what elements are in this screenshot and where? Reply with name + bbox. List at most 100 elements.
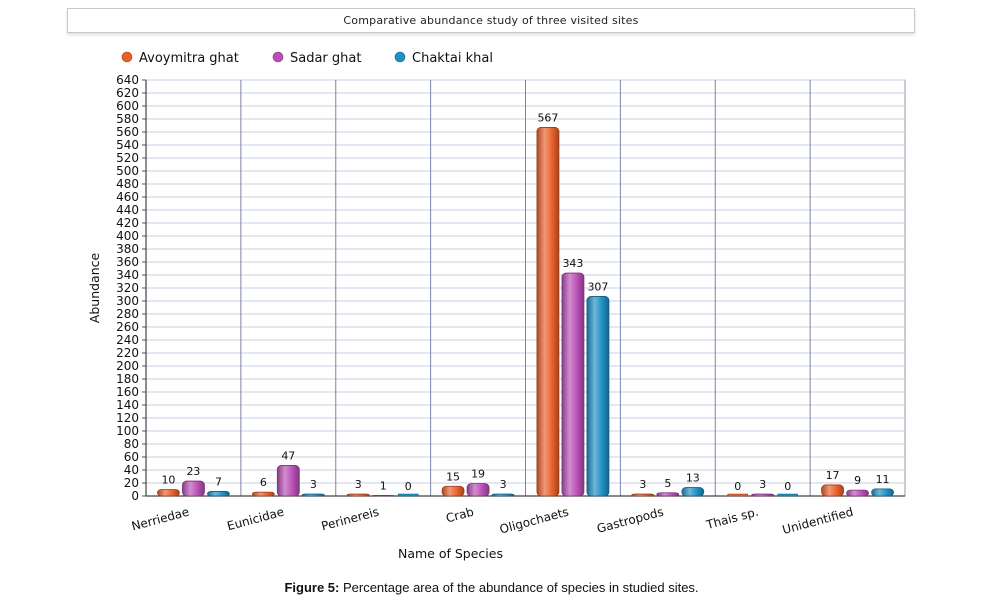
legend-marker — [121, 51, 133, 63]
y-tick-label: 420 — [116, 216, 139, 230]
caption-label: Figure 5: — [284, 580, 340, 595]
y-tick-label: 60 — [124, 450, 139, 464]
y-tick-label: 180 — [116, 372, 139, 386]
bar — [821, 484, 844, 497]
data-label: 3 — [639, 478, 646, 491]
x-tick-label: Unidentified — [781, 505, 855, 537]
bar — [207, 491, 230, 497]
bar — [466, 483, 490, 497]
bar-chart: Avoymitra ghat Sadar ghat Chaktai khal 020… — [87, 51, 906, 561]
data-label: 567 — [537, 111, 558, 124]
figure-caption: Figure 5: Percentage area of the abundan… — [0, 580, 983, 595]
bar — [777, 493, 798, 497]
bar — [251, 491, 275, 497]
data-label: 3 — [355, 478, 362, 491]
data-label: 307 — [587, 280, 608, 293]
y-tick-label: 120 — [116, 411, 139, 425]
data-label: 3 — [759, 478, 766, 491]
x-tick-label: Perinereis — [320, 505, 381, 534]
x-tick-label: Thais sp. — [704, 505, 760, 533]
data-label: 9 — [854, 474, 861, 487]
data-label: 13 — [686, 472, 700, 485]
bar — [681, 487, 705, 497]
y-tick-label: 540 — [116, 138, 139, 152]
data-label: 17 — [826, 469, 840, 482]
data-label: 0 — [784, 480, 791, 493]
data-label: 10 — [161, 474, 175, 487]
bar — [561, 272, 585, 497]
bar — [491, 493, 515, 497]
y-tick-label: 480 — [116, 177, 139, 191]
data-label: 3 — [500, 478, 507, 491]
bar — [631, 493, 655, 497]
y-tick-label: 520 — [116, 151, 139, 165]
data-label: 1 — [380, 479, 387, 492]
y-tick-label: 240 — [116, 333, 139, 347]
data-label: 47 — [281, 449, 295, 462]
legend-marker — [272, 51, 284, 63]
y-tick-label: 600 — [116, 99, 139, 113]
y-tick-label: 580 — [116, 112, 139, 126]
data-label: 0 — [405, 480, 412, 493]
y-tick-label: 620 — [116, 86, 139, 100]
bar — [276, 465, 300, 497]
data-label: 7 — [215, 475, 222, 488]
x-tick-label: Gastropods — [595, 505, 665, 536]
bar — [727, 493, 748, 497]
y-tick-label: 140 — [116, 398, 139, 412]
y-tick-label: 300 — [116, 294, 139, 308]
bar — [157, 489, 180, 497]
legend-label: Sadar ghat — [290, 51, 361, 66]
bar — [656, 492, 680, 497]
data-label: 15 — [446, 470, 460, 483]
bar — [586, 296, 610, 497]
y-tick-label: 220 — [116, 346, 139, 360]
legend-marker — [394, 51, 406, 63]
y-tick-label: 260 — [116, 320, 139, 334]
y-axis-title: Abundance — [87, 252, 102, 323]
y-tick-label: 340 — [116, 268, 139, 282]
legend-label: Chaktai khal — [412, 51, 493, 66]
bar — [536, 127, 560, 497]
x-tick-label: Eunicidae — [226, 505, 286, 534]
y-tick-label: 380 — [116, 242, 139, 256]
y-tick-label: 500 — [116, 164, 139, 178]
data-label: 3 — [310, 478, 317, 491]
data-label: 343 — [562, 257, 583, 270]
y-tick-label: 0 — [131, 489, 139, 503]
data-label: 19 — [471, 468, 485, 481]
x-tick-label: Oligochaets — [498, 505, 570, 537]
chart-title: Comparative abundance study of three vis… — [67, 8, 915, 33]
y-tick-label: 320 — [116, 281, 139, 295]
x-tick-label: Nerriedae — [130, 505, 191, 534]
bar — [301, 493, 325, 497]
y-tick-label: 400 — [116, 229, 139, 243]
y-tick-label: 20 — [124, 476, 139, 490]
y-tick-label: 280 — [116, 307, 139, 321]
legend: Avoymitra ghat Sadar ghat Chaktai khal — [121, 51, 493, 66]
data-label: 6 — [260, 476, 267, 489]
y-tick-label: 560 — [116, 125, 139, 139]
x-axis-title: Name of Species — [398, 546, 503, 561]
data-label: 0 — [734, 480, 741, 493]
caption-text: Percentage area of the abundance of spec… — [339, 580, 699, 595]
y-tick-label: 160 — [116, 385, 139, 399]
bar — [397, 493, 419, 497]
x-tick-label: Crab — [444, 505, 475, 526]
y-tick-label: 640 — [116, 73, 139, 87]
y-tick-label: 440 — [116, 203, 139, 217]
y-tick-label: 80 — [124, 437, 139, 451]
y-tick-label: 40 — [124, 463, 139, 477]
bar — [346, 493, 370, 497]
data-label: 11 — [876, 473, 890, 486]
y-tick-label: 360 — [116, 255, 139, 269]
bar — [182, 480, 205, 497]
y-tick-label: 460 — [116, 190, 139, 204]
bar — [751, 493, 775, 497]
y-tick-label: 200 — [116, 359, 139, 373]
legend-label: Avoymitra ghat — [139, 51, 239, 66]
data-label: 5 — [664, 477, 671, 490]
bar — [371, 494, 395, 497]
plot-area: 0204060801001201401601802002202402602803… — [87, 73, 906, 561]
bar — [871, 488, 894, 497]
